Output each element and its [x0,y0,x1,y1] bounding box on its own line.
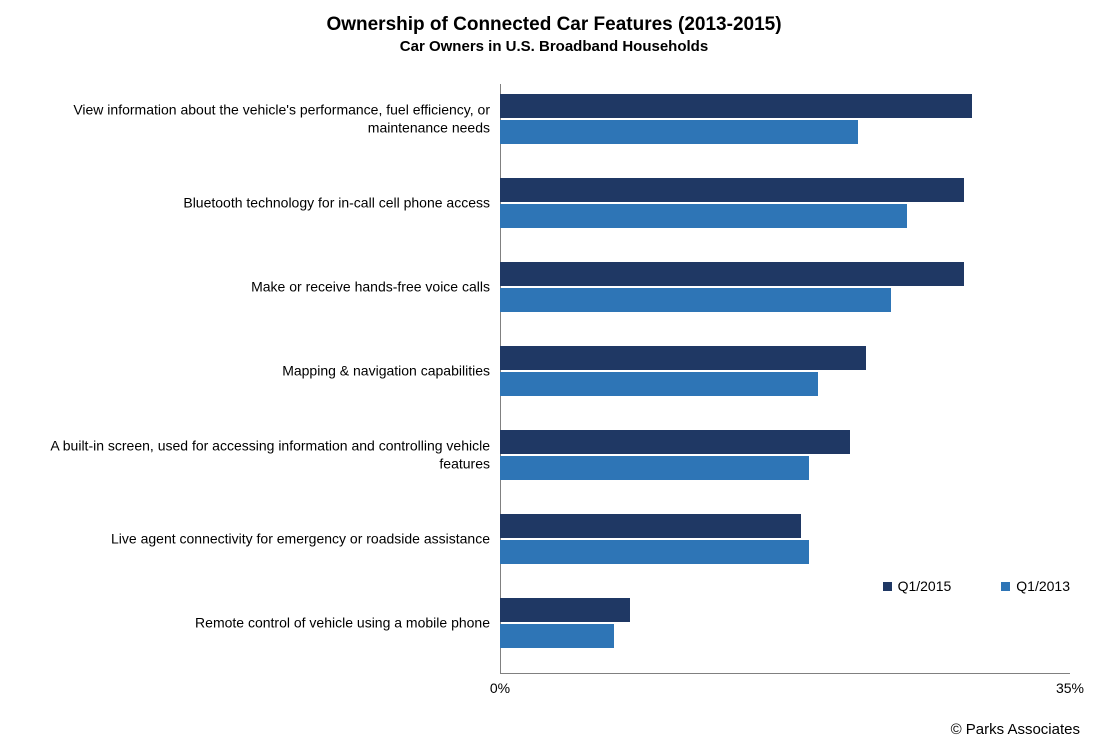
bar [500,430,850,454]
bar [500,262,964,286]
bar [500,346,866,370]
category-label: View information about the vehicle's per… [20,102,490,137]
category-label: Live agent connectivity for emergency or… [20,530,490,548]
bar [500,178,964,202]
bar [500,624,614,648]
x-axis-line [500,673,1070,674]
category-label: Mapping & navigation capabilities [20,362,490,380]
legend-swatch-icon [1001,582,1010,591]
legend-item-q1-2015: Q1/2015 [883,578,952,594]
legend-label: Q1/2015 [898,578,952,594]
bar [500,540,809,564]
bar [500,94,972,118]
bar [500,598,630,622]
xtick-label: 0% [490,680,510,696]
legend: Q1/2015 Q1/2013 [883,578,1070,594]
bar [500,204,907,228]
xtick-label: 35% [1056,680,1084,696]
category-label: Remote control of vehicle using a mobile… [20,614,490,632]
bar [500,372,818,396]
bar [500,120,858,144]
chart-title: Ownership of Connected Car Features (201… [0,0,1108,36]
category-label: Make or receive hands-free voice calls [20,278,490,296]
chart-subtitle: Car Owners in U.S. Broadband Households [0,36,1108,55]
legend-swatch-icon [883,582,892,591]
copyright: © Parks Associates [951,721,1080,738]
bar [500,514,801,538]
legend-label: Q1/2013 [1016,578,1070,594]
chart-container: Ownership of Connected Car Features (201… [0,0,1108,750]
legend-item-q1-2013: Q1/2013 [1001,578,1070,594]
bar [500,456,809,480]
bar [500,288,891,312]
category-label: Bluetooth technology for in-call cell ph… [20,194,490,212]
category-label: A built-in screen, used for accessing in… [20,438,490,473]
